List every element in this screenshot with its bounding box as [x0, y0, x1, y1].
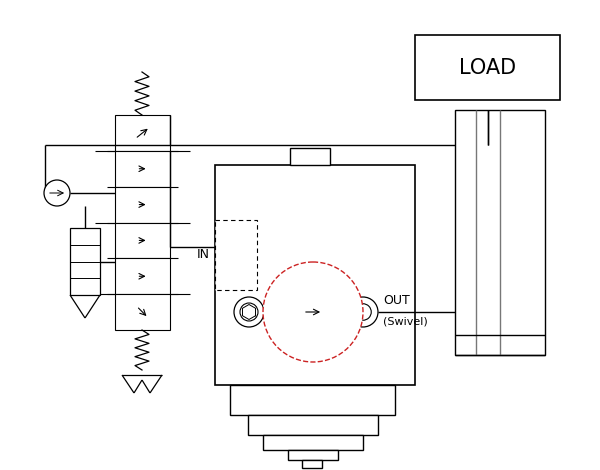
Text: OUT: OUT — [383, 294, 410, 307]
Bar — [263, 435, 363, 450]
Bar — [215, 165, 415, 385]
Circle shape — [234, 297, 264, 327]
Bar — [70, 228, 100, 295]
Circle shape — [355, 304, 371, 320]
Bar — [115, 258, 170, 294]
Text: IN: IN — [197, 249, 210, 261]
Circle shape — [263, 262, 363, 362]
Bar — [115, 222, 170, 259]
Bar — [215, 220, 257, 290]
Text: LOAD: LOAD — [459, 57, 516, 78]
Bar — [115, 115, 170, 151]
Bar — [415, 35, 560, 100]
Bar — [115, 151, 170, 187]
Bar — [115, 187, 170, 222]
Circle shape — [44, 180, 70, 206]
Bar — [288, 450, 338, 460]
Bar — [115, 294, 170, 330]
Circle shape — [240, 303, 258, 321]
Bar — [290, 148, 330, 165]
Bar — [230, 385, 395, 415]
Text: (Swivel): (Swivel) — [383, 317, 428, 327]
Circle shape — [348, 297, 378, 327]
Bar — [455, 110, 545, 355]
Bar — [302, 460, 322, 468]
Bar — [248, 415, 378, 435]
